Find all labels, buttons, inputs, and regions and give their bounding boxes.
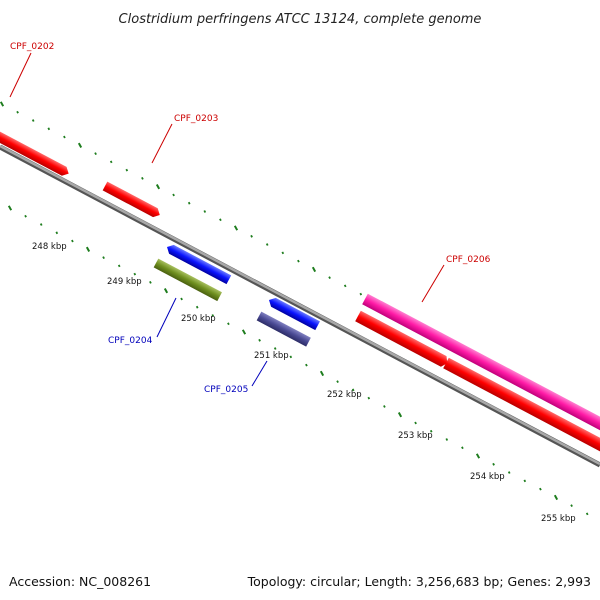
major-tick — [0, 101, 5, 107]
gene-label-cpf-0204[interactable]: CPF_0204 — [108, 336, 153, 346]
minor-tick — [336, 380, 339, 384]
minor-tick — [258, 338, 261, 342]
gene-cpf-0205-bar[interactable] — [256, 311, 311, 347]
minor-tick — [570, 504, 573, 508]
gene-cpf-0203-arrow[interactable] — [102, 181, 162, 220]
minor-tick — [227, 322, 230, 326]
minor-tick — [343, 284, 347, 288]
minor-tick — [523, 479, 527, 483]
minor-tick — [187, 201, 191, 205]
gene-cpf-0202-arrow[interactable] — [0, 127, 71, 178]
minor-tick — [359, 292, 363, 296]
tick-label: 252 kbp — [327, 390, 362, 400]
genome-summary-text: Topology: circular; Length: 3,256,683 bp… — [247, 574, 591, 589]
minor-tick — [125, 168, 129, 172]
minor-tick — [289, 355, 293, 359]
major-tick — [397, 412, 403, 418]
minor-tick — [367, 396, 371, 400]
minor-tick — [24, 214, 27, 218]
tick-label: 250 kbp — [181, 314, 216, 324]
minor-tick — [71, 239, 74, 243]
minor-tick — [31, 119, 35, 122]
major-tick — [233, 225, 239, 231]
minor-tick — [55, 231, 59, 235]
major-tick — [241, 329, 247, 335]
minor-tick — [297, 259, 300, 263]
inner-tick-row — [7, 205, 589, 516]
map-title: Clostridium perfringens ATCC 13124, comp… — [119, 12, 482, 27]
major-tick — [553, 494, 559, 501]
major-tick — [163, 288, 169, 294]
major-tick — [319, 370, 325, 377]
minor-tick — [39, 223, 43, 226]
tick-label: 255 kbp — [541, 514, 576, 524]
gene-cpf-0206-bar[interactable] — [362, 293, 600, 431]
minor-tick — [211, 314, 215, 317]
minor-tick — [47, 127, 51, 131]
minor-tick — [281, 251, 285, 255]
gene-label-cpf-0203[interactable]: CPF_0203 — [174, 114, 218, 124]
gene-label-cpf-0202[interactable]: CPF_0202 — [10, 42, 54, 52]
tick-label: 248 kbp — [32, 242, 67, 252]
major-tick — [77, 142, 83, 148]
minor-tick — [109, 160, 113, 164]
minor-tick — [383, 405, 386, 408]
minor-tick — [585, 512, 589, 516]
callout-lines — [9, 52, 445, 387]
tick-label: 249 kbp — [107, 277, 142, 287]
major-tick — [155, 184, 161, 190]
major-tick — [85, 246, 91, 252]
minor-tick — [195, 305, 199, 309]
minor-tick — [507, 471, 511, 474]
minor-tick — [492, 462, 495, 466]
minor-tick — [219, 218, 222, 222]
minor-tick — [414, 421, 417, 425]
minor-tick — [539, 487, 542, 491]
gene-label-cpf-0205[interactable]: CPF_0205 — [204, 385, 248, 395]
minor-tick — [429, 429, 433, 433]
minor-tick — [273, 347, 277, 350]
minor-tick — [250, 234, 253, 238]
minor-tick — [141, 176, 144, 180]
minor-tick — [102, 256, 105, 260]
gene-features — [0, 127, 600, 458]
minor-tick — [63, 135, 66, 139]
minor-tick — [351, 388, 355, 392]
minor-tick — [133, 272, 137, 276]
gene-red-arrow-a[interactable] — [355, 310, 450, 369]
minor-tick — [172, 193, 175, 197]
major-tick — [475, 453, 481, 459]
gene-cpf-0204-arrow[interactable] — [165, 243, 232, 285]
minor-tick — [328, 276, 331, 280]
minor-tick — [16, 110, 19, 114]
tick-label: 254 kbp — [470, 472, 505, 482]
minor-tick — [461, 446, 464, 450]
minor-tick — [94, 152, 97, 156]
minor-tick — [117, 264, 121, 268]
minor-tick — [305, 363, 308, 367]
genome-backbone — [0, 144, 600, 468]
minor-tick — [180, 297, 183, 301]
major-tick — [311, 266, 317, 273]
gene-red-arrow-b[interactable] — [443, 357, 600, 458]
minor-tick — [445, 438, 449, 441]
tick-label: 253 kbp — [398, 431, 433, 441]
gene-cpf-0204-bar[interactable] — [153, 258, 222, 302]
gene-cpf-0205-arrow[interactable] — [267, 296, 320, 331]
tick-label: 251 kbp — [254, 351, 289, 361]
minor-tick — [203, 210, 207, 213]
major-tick — [7, 205, 13, 211]
minor-tick — [265, 243, 269, 246]
accession-text: Accession: NC_008261 — [9, 574, 151, 589]
minor-tick — [149, 280, 152, 284]
gene-label-cpf-0206[interactable]: CPF_0206 — [446, 255, 491, 265]
